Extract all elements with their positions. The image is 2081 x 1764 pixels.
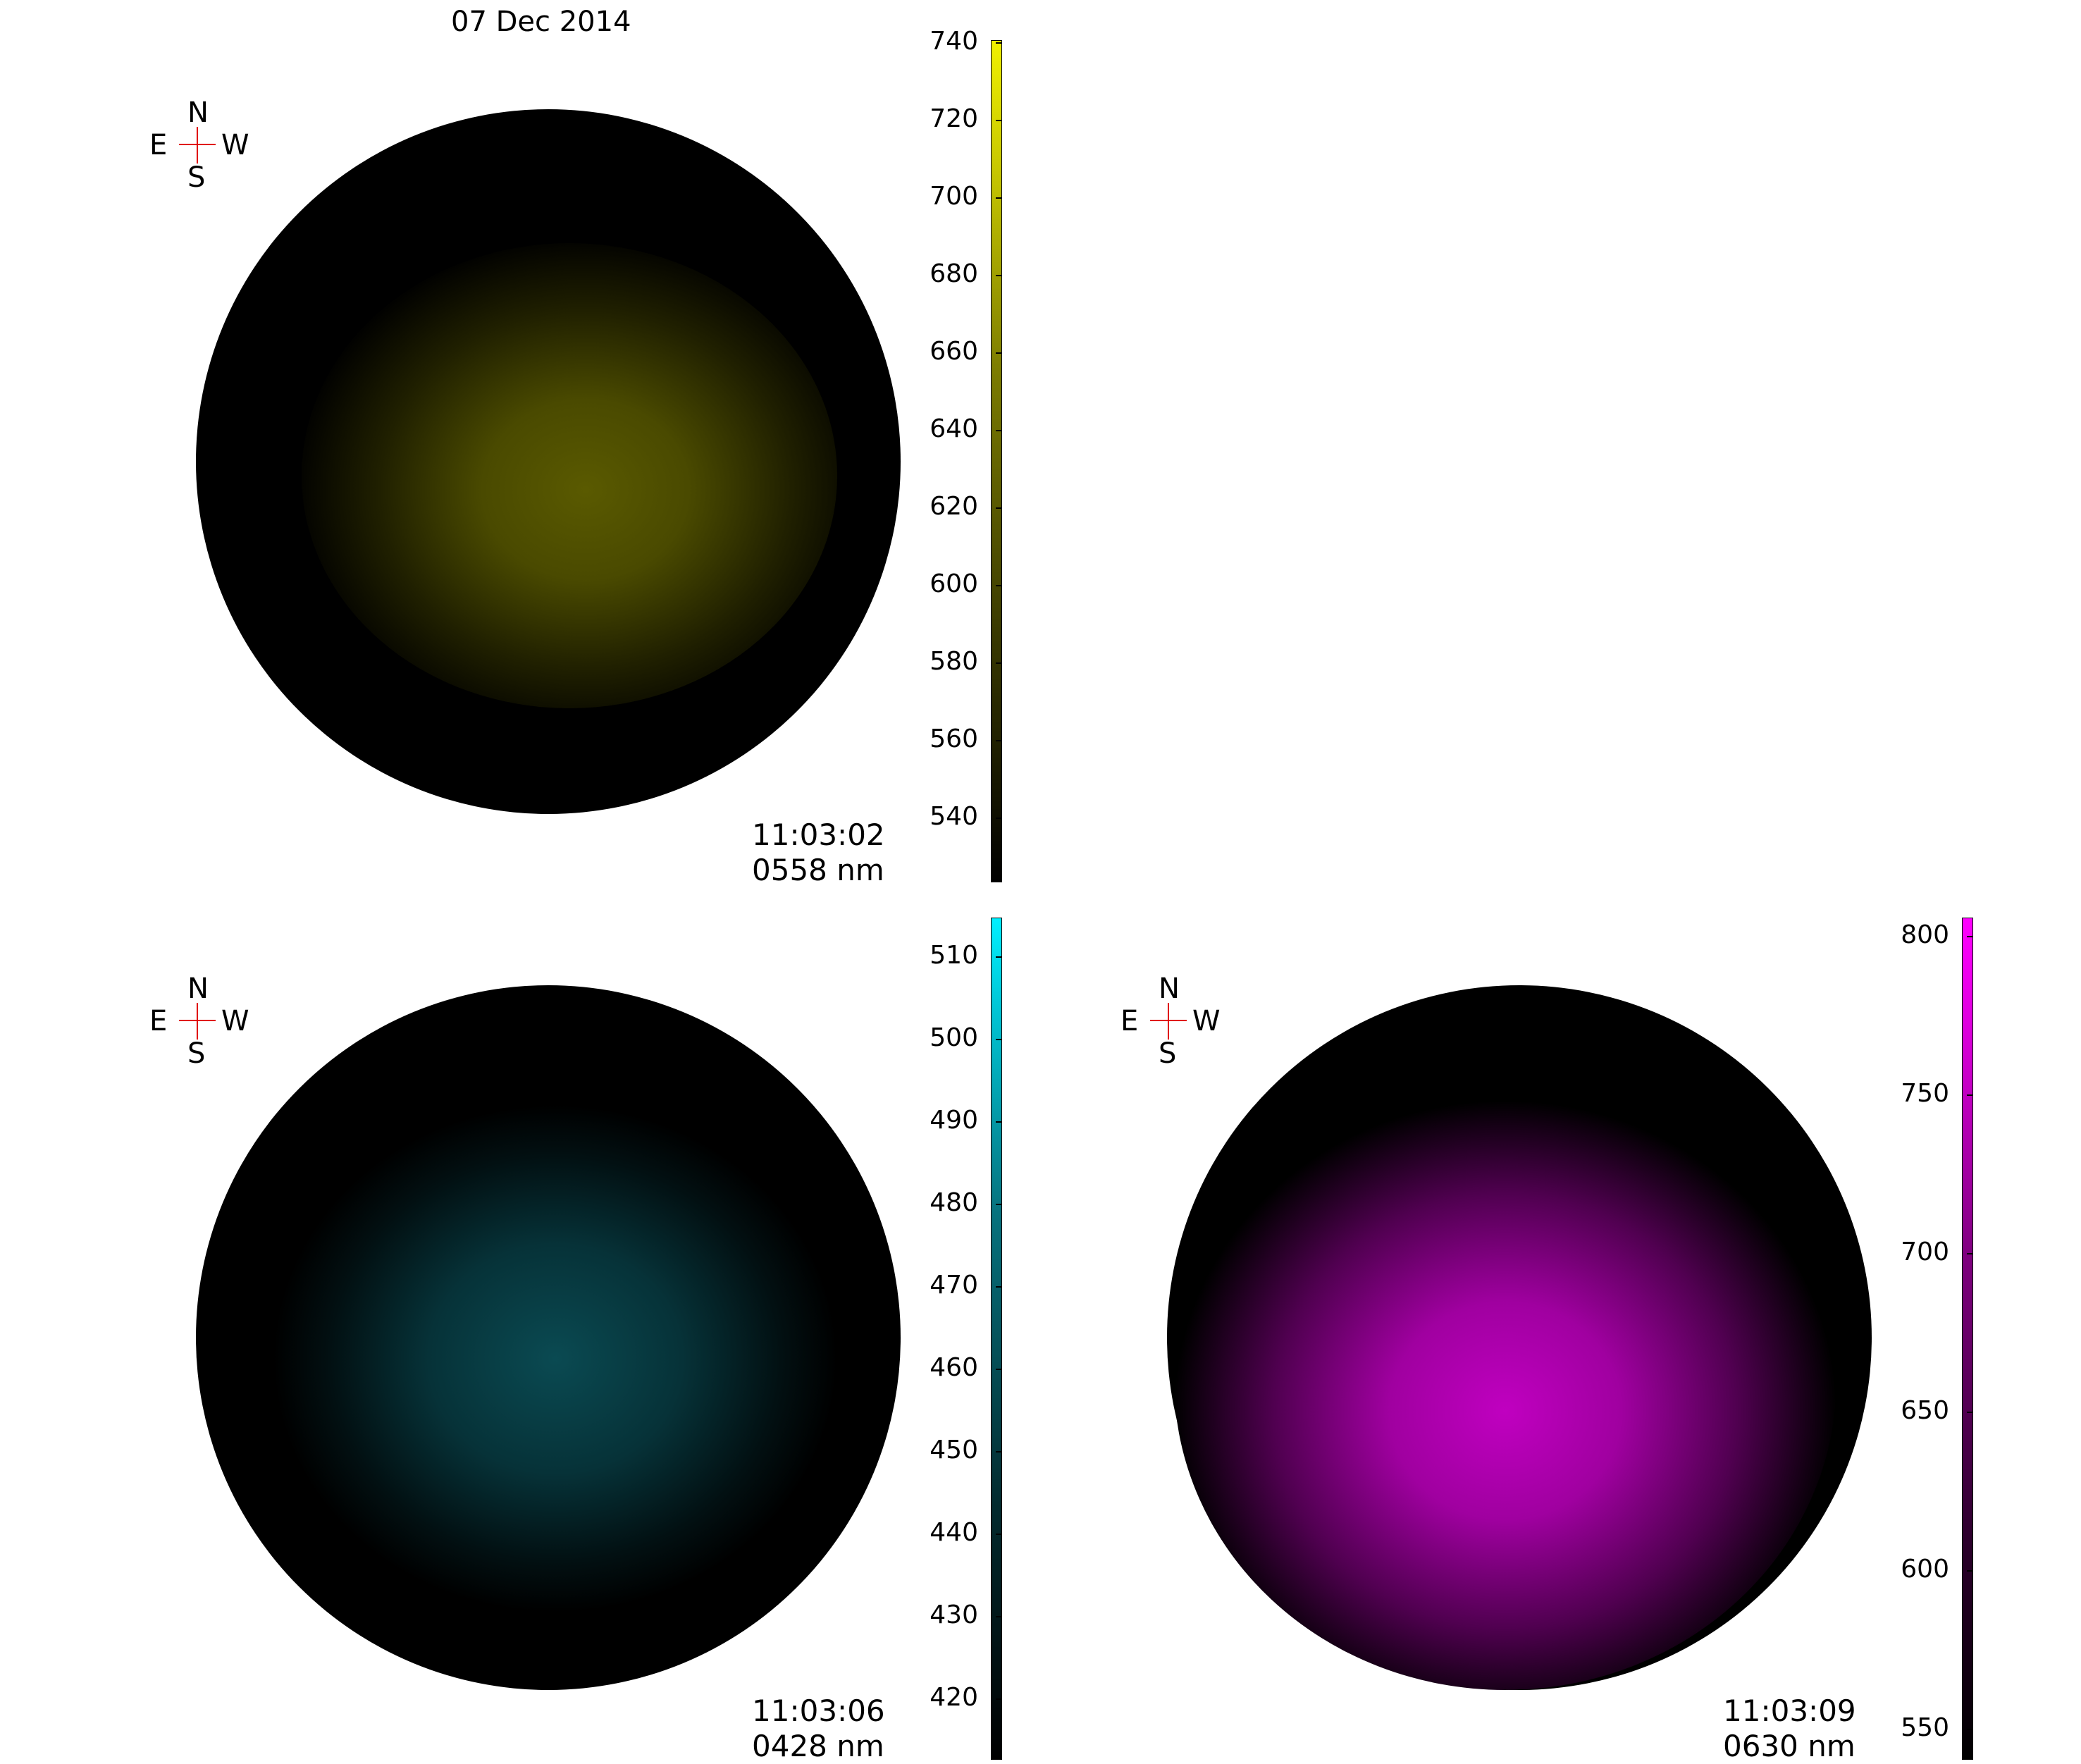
compass-east-label: E bbox=[1120, 1005, 1139, 1037]
colorbar-tick-label: 500 bbox=[930, 1023, 978, 1052]
compass-west-label: W bbox=[221, 129, 249, 161]
wavelength-label: 0428 nm bbox=[752, 1729, 884, 1763]
colorbar-tick-mark bbox=[1967, 936, 1972, 937]
colorbar-428 bbox=[991, 918, 1002, 1760]
allsky-image-558nm bbox=[196, 109, 901, 814]
colorbar-tick-mark bbox=[996, 430, 1001, 431]
colorbar-tick-label: 600 bbox=[1901, 1555, 1949, 1584]
colorbar-tick-label: 550 bbox=[1901, 1713, 1949, 1742]
timestamp-428: 11:03:06 0428 nm bbox=[752, 1694, 885, 1764]
colorbar-tick-label: 720 bbox=[930, 104, 978, 133]
figure-title: 07 Dec 2014 bbox=[451, 6, 631, 38]
colorbar-tick-label: 450 bbox=[930, 1436, 978, 1464]
colorbar-tick-mark bbox=[996, 818, 1001, 819]
compass-rose: N E W S bbox=[148, 973, 249, 1073]
compass-north-label: N bbox=[187, 973, 209, 1005]
colorbar-tick-label: 600 bbox=[930, 569, 978, 598]
colorbar-tick-label: 620 bbox=[930, 492, 978, 521]
colorbar-558 bbox=[991, 40, 1002, 882]
colorbar-tick-label: 430 bbox=[930, 1600, 978, 1629]
timestamp-630: 11:03:09 0630 nm bbox=[1723, 1694, 1856, 1764]
allsky-image-428nm bbox=[196, 985, 901, 1690]
colorbar-tick-label: 420 bbox=[930, 1683, 978, 1712]
colorbar-tick-label: 480 bbox=[930, 1188, 978, 1217]
colorbar-tick-mark bbox=[996, 120, 1001, 121]
colorbar-tick-mark bbox=[996, 1451, 1001, 1452]
colorbar-tick-label: 800 bbox=[1901, 920, 1949, 949]
compass-north-label: N bbox=[187, 97, 209, 129]
colorbar-tick-label: 700 bbox=[1901, 1238, 1949, 1266]
colorbar-tick-label: 650 bbox=[1901, 1396, 1949, 1425]
allsky-disk-558 bbox=[196, 109, 901, 814]
colorbar-tick-label: 580 bbox=[930, 647, 978, 676]
colorbar-tick-mark bbox=[1967, 1094, 1972, 1096]
compass-rose: N E W S bbox=[1119, 973, 1221, 1073]
colorbar-tick-label: 560 bbox=[930, 724, 978, 753]
compass-west-label: W bbox=[221, 1005, 249, 1037]
colorbar-tick-mark bbox=[996, 1121, 1001, 1123]
compass-rose: N E W S bbox=[148, 97, 249, 197]
colorbar-tick-mark bbox=[996, 1039, 1001, 1040]
compass-east-label: E bbox=[149, 1005, 168, 1037]
compass-crosshair-vertical bbox=[1168, 1003, 1169, 1040]
colorbar-tick-label: 660 bbox=[930, 337, 978, 366]
colorbar-630 bbox=[1962, 918, 1973, 1760]
timestamp-558: 11:03:02 0558 nm bbox=[752, 818, 885, 888]
colorbar-tick-mark bbox=[996, 352, 1001, 354]
colorbar-tick-mark bbox=[996, 1204, 1001, 1205]
wavelength-label: 0630 nm bbox=[1723, 1729, 1855, 1763]
allsky-disk-428 bbox=[196, 985, 901, 1690]
time-label: 11:03:06 bbox=[752, 1694, 885, 1728]
colorbar-tick-label: 510 bbox=[930, 941, 978, 970]
colorbar-tick-mark bbox=[996, 1286, 1001, 1288]
compass-north-label: N bbox=[1159, 973, 1180, 1005]
colorbar-tick-mark bbox=[996, 507, 1001, 509]
colorbar-tick-label: 460 bbox=[930, 1353, 978, 1382]
colorbar-tick-mark bbox=[996, 585, 1001, 586]
colorbar-tick-mark bbox=[996, 1369, 1001, 1370]
compass-south-label: S bbox=[187, 161, 206, 194]
compass-crosshair-vertical bbox=[197, 1003, 198, 1040]
colorbar-tick-mark bbox=[996, 662, 1001, 664]
colorbar-tick-mark bbox=[1967, 1570, 1972, 1572]
colorbar-tick-mark bbox=[996, 956, 1001, 958]
colorbar-tick-label: 490 bbox=[930, 1106, 978, 1135]
colorbar-tick-mark bbox=[1967, 1253, 1972, 1254]
compass-south-label: S bbox=[187, 1037, 206, 1070]
colorbar-tick-label: 680 bbox=[930, 259, 978, 288]
colorbar-tick-mark bbox=[996, 42, 1001, 44]
colorbar-tick-mark bbox=[996, 275, 1001, 276]
compass-south-label: S bbox=[1159, 1037, 1177, 1070]
colorbar-tick-mark bbox=[1967, 1412, 1972, 1413]
allsky-disk-630 bbox=[1167, 985, 1872, 1690]
colorbar-tick-label: 700 bbox=[930, 182, 978, 211]
colorbar-tick-mark bbox=[996, 740, 1001, 741]
compass-east-label: E bbox=[149, 129, 168, 161]
allsky-image-630nm bbox=[1167, 985, 1872, 1690]
colorbar-tick-label: 640 bbox=[930, 414, 978, 443]
compass-west-label: W bbox=[1192, 1005, 1221, 1037]
colorbar-tick-label: 440 bbox=[930, 1518, 978, 1547]
colorbar-tick-label: 540 bbox=[930, 802, 978, 831]
colorbar-tick-mark bbox=[996, 197, 1001, 199]
colorbar-tick-mark bbox=[996, 1616, 1001, 1617]
compass-crosshair-vertical bbox=[197, 127, 198, 164]
colorbar-tick-label: 750 bbox=[1901, 1079, 1949, 1108]
colorbar-tick-label: 740 bbox=[930, 27, 978, 56]
time-label: 11:03:02 bbox=[752, 818, 885, 852]
colorbar-tick-mark bbox=[996, 1698, 1001, 1700]
wavelength-label: 0558 nm bbox=[752, 853, 884, 887]
colorbar-tick-mark bbox=[996, 1534, 1001, 1535]
colorbar-tick-label: 470 bbox=[930, 1271, 978, 1300]
time-label: 11:03:09 bbox=[1723, 1694, 1856, 1728]
colorbar-tick-mark bbox=[1967, 1729, 1972, 1730]
